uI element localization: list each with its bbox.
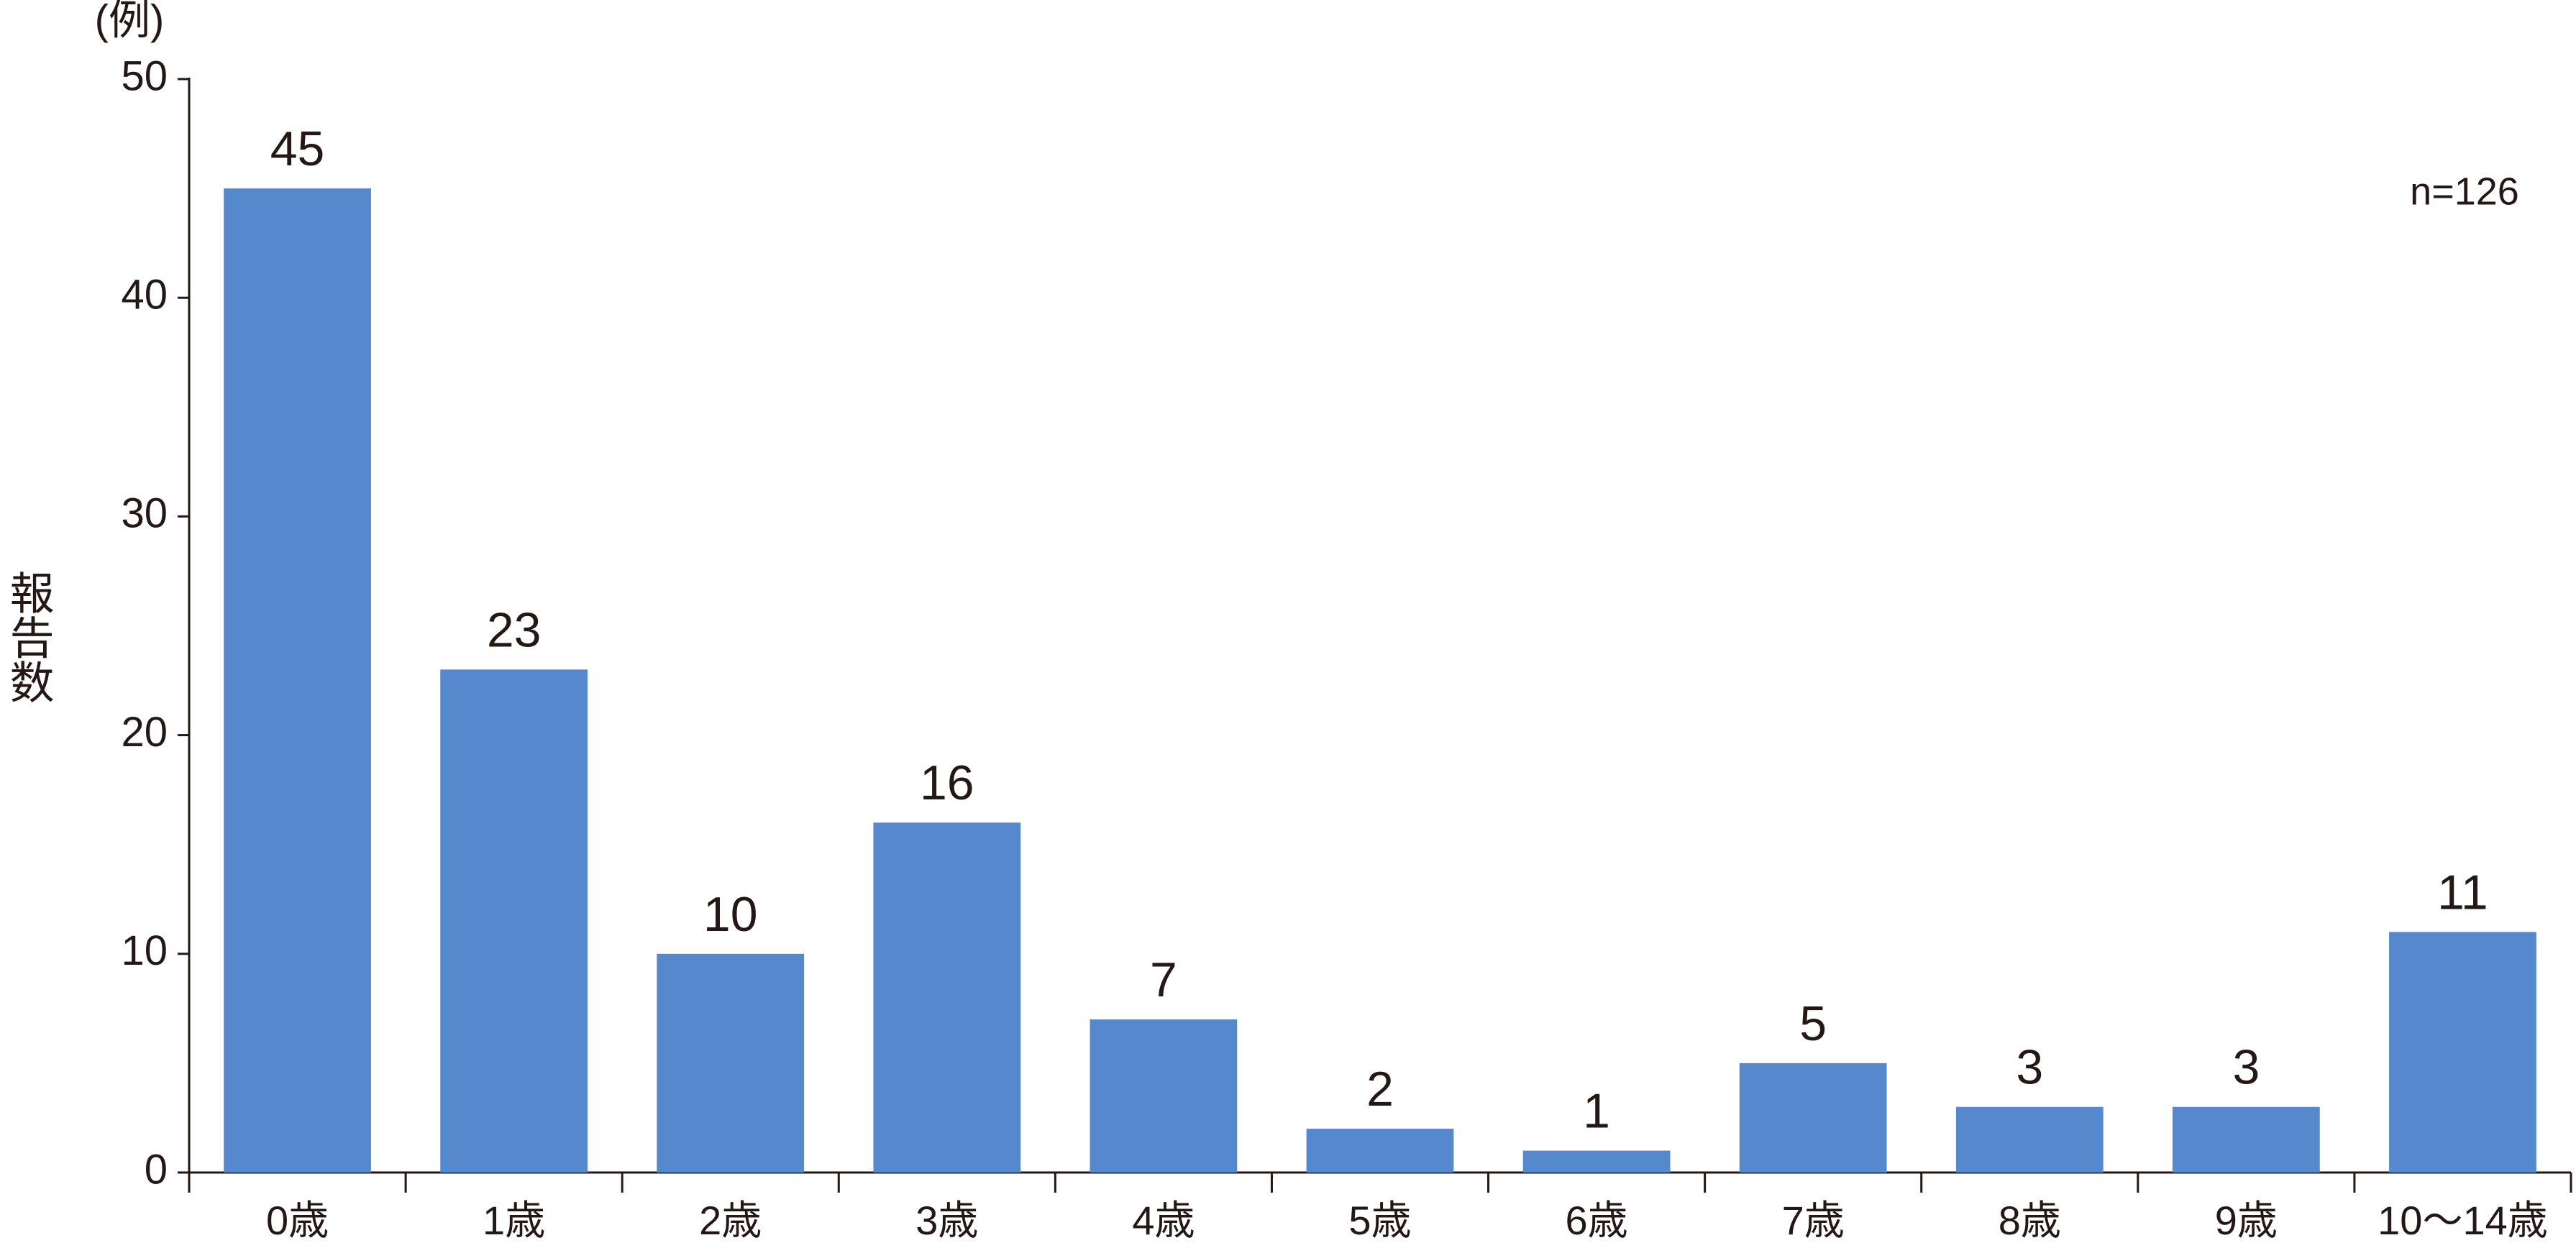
- data-label: 2: [1366, 1062, 1394, 1116]
- y-tick-label: 50: [121, 52, 168, 99]
- data-label: 11: [2437, 865, 2488, 919]
- y-tick-label: 30: [121, 490, 168, 537]
- bar: [873, 822, 1021, 1173]
- data-label: 1: [1583, 1084, 1610, 1139]
- y-tick-label: 10: [121, 927, 168, 974]
- x-tick-label: 7歳: [1782, 1198, 1845, 1243]
- data-label: 45: [270, 121, 325, 176]
- bar: [2172, 1106, 2320, 1173]
- data-label: 16: [920, 756, 974, 810]
- x-tick-label: 9歳: [2215, 1198, 2278, 1243]
- data-label: 10: [703, 887, 758, 942]
- x-tick-label: 4歳: [1132, 1198, 1195, 1243]
- annotation: n=126: [2410, 170, 2519, 213]
- data-label: 3: [2232, 1040, 2260, 1095]
- unit-label: (例): [95, 0, 165, 43]
- bar: [1955, 1106, 2104, 1173]
- y-tick-label: 20: [121, 709, 168, 756]
- x-tick-label: 3歳: [915, 1198, 978, 1243]
- x-tick-label: 6歳: [1566, 1198, 1628, 1243]
- bar: [1090, 1019, 1238, 1173]
- y-tick-label: 40: [121, 272, 168, 318]
- bar: [2389, 932, 2536, 1173]
- bar: [440, 669, 588, 1173]
- bar: [1739, 1063, 1887, 1173]
- y-tick-label: 0: [145, 1146, 168, 1193]
- data-label: 3: [2016, 1040, 2043, 1095]
- x-tick-label: 8歳: [1999, 1198, 2061, 1243]
- bar: [1306, 1129, 1454, 1173]
- y-axis-label: 報告数: [3, 570, 53, 704]
- x-tick-label: 1歳: [483, 1198, 545, 1243]
- data-label: 7: [1150, 953, 1177, 1007]
- x-tick-label: 5歳: [1348, 1198, 1411, 1243]
- bar: [657, 953, 805, 1173]
- x-tick-label: 0歳: [266, 1198, 329, 1243]
- data-label: 23: [487, 602, 542, 657]
- data-label: 5: [1799, 996, 1827, 1051]
- bar: [1522, 1150, 1671, 1173]
- x-tick-label: 2歳: [699, 1198, 762, 1243]
- bar: [224, 188, 371, 1173]
- x-tick-label: 10〜14歳: [2378, 1198, 2548, 1243]
